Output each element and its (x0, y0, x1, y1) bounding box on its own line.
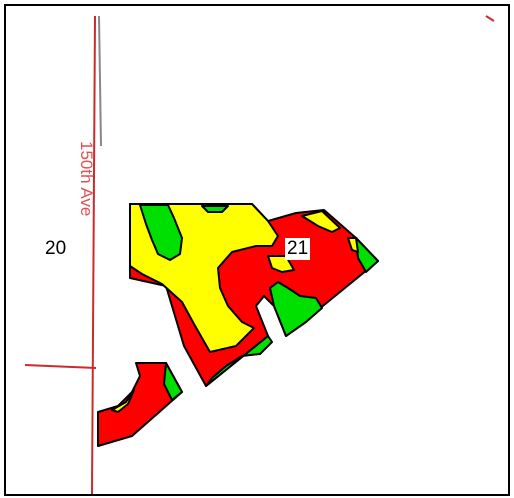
zone-green-bottom[interactable] (205, 335, 273, 387)
section-label-20: 20 (45, 238, 67, 259)
zone-green-top[interactable] (139, 204, 183, 261)
field-main[interactable] (129, 203, 379, 387)
field-small[interactable] (97, 362, 183, 447)
road-150th-ave-gray (98, 15, 102, 147)
section-line-horizontal (24, 364, 97, 369)
map-frame[interactable]: 20 21 150th Ave (4, 4, 510, 496)
road-label-150th-ave: 150th Ave (77, 141, 96, 217)
zone-yellow-right[interactable] (301, 210, 341, 233)
zone-green-small[interactable] (163, 362, 183, 401)
section-line-corner (485, 15, 495, 22)
zone-yellow-notch[interactable] (267, 255, 295, 273)
section-label-21: 21 (285, 238, 311, 260)
zone-green-right[interactable] (269, 281, 323, 337)
zone-green-top-small[interactable] (201, 205, 229, 213)
road-150th-ave (91, 15, 96, 494)
zone-yellow-small[interactable] (111, 389, 135, 413)
map-canvas[interactable] (6, 6, 508, 494)
zone-yellow-tip[interactable] (347, 237, 359, 253)
